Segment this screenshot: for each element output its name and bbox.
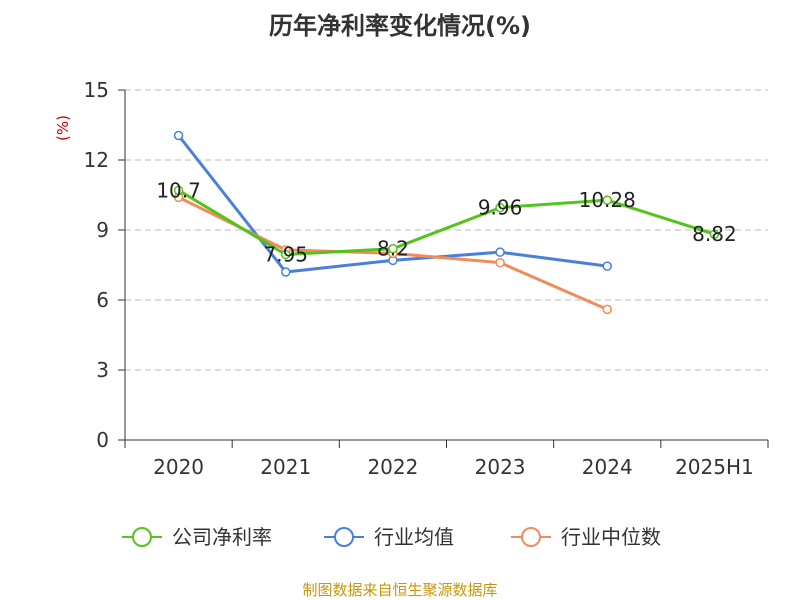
data-label: 8.82 xyxy=(692,222,737,246)
data-point xyxy=(173,185,184,196)
data-point xyxy=(388,243,398,254)
legend-marker xyxy=(334,527,354,547)
x-tick-label: 2024 xyxy=(582,455,633,479)
legend-label: 行业中位数 xyxy=(561,525,661,549)
data-label: 10.28 xyxy=(579,188,636,212)
legend-marker xyxy=(132,527,152,547)
series-line xyxy=(177,189,715,256)
data-point xyxy=(495,247,505,257)
y-tick-label: 3 xyxy=(96,358,109,382)
data-point xyxy=(173,130,184,141)
data-point xyxy=(709,229,720,239)
x-tick-label: 2020 xyxy=(153,455,204,479)
data-point xyxy=(602,304,612,315)
data-point xyxy=(602,261,612,271)
x-tick-label: 2025H1 xyxy=(675,455,754,479)
data-point xyxy=(281,267,291,277)
y-tick-label: 12 xyxy=(84,148,109,172)
x-tick-label: 2022 xyxy=(367,455,418,479)
data-point xyxy=(281,249,291,260)
x-tick-label: 2021 xyxy=(260,455,311,479)
legend-label: 行业均值 xyxy=(374,525,454,549)
y-tick-label: 6 xyxy=(96,288,109,312)
source-note: 制图数据来自恒生聚源数据库 xyxy=(302,581,498,599)
data-point xyxy=(602,195,612,205)
x-tick-label: 2023 xyxy=(475,455,526,479)
data-label: 10.7 xyxy=(156,178,201,202)
y-tick-label: 9 xyxy=(96,218,109,242)
data-point xyxy=(495,257,505,268)
legend-marker xyxy=(521,527,541,547)
y-axis-title: (%) xyxy=(54,115,72,141)
chart-title: 历年净利率变化情况(%) xyxy=(269,12,531,40)
y-tick-label: 15 xyxy=(84,78,109,102)
data-label: 7.95 xyxy=(263,243,308,267)
data-label: 9.96 xyxy=(478,196,523,220)
data-label: 8.2 xyxy=(377,237,409,261)
legend-label: 公司净利率 xyxy=(172,525,272,549)
data-point xyxy=(495,202,505,213)
y-tick-label: 0 xyxy=(96,428,109,452)
